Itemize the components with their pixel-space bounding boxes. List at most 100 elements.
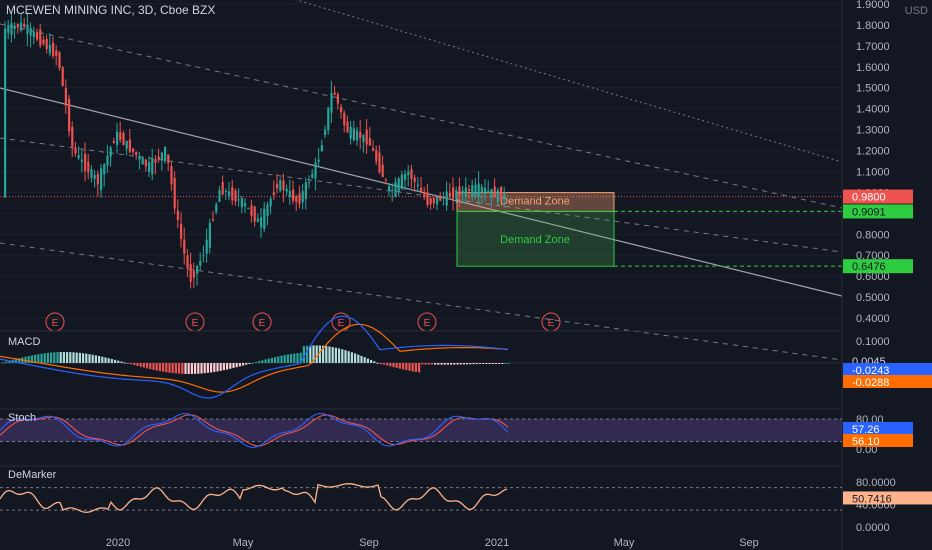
macd-histogram-bar [459,363,462,365]
macd-histogram-bar [5,361,8,363]
macd-histogram-bar [120,361,123,363]
macd-histogram-bar [181,363,184,374]
macd-histogram-bar [296,353,299,363]
candle-body [292,189,295,201]
stoch-value-badge [843,422,913,435]
candle-body [381,164,384,178]
macd-histogram-bar [126,363,129,364]
earnings-marker-label: E [192,318,199,329]
candle-body [464,187,467,197]
macd-histogram-bar [2,362,5,364]
macd-histogram-bar [168,363,171,373]
macd-histogram-bar [155,363,158,371]
price-tick-label: 0.8000 [856,229,890,241]
candle-body [295,196,298,203]
macd-histogram-bar [411,363,414,372]
candle-body [199,260,202,266]
candle-body [426,192,429,206]
candle-body [180,223,183,239]
macd-histogram-bar [286,354,289,363]
channel-upper-inner-line [0,23,843,209]
macd-histogram-bar [238,363,241,367]
time-axis[interactable]: 2020 May Sep 2021 May Sep [106,537,759,549]
candle-body [132,148,135,152]
macd-histogram-bar [53,352,56,363]
macd-histogram-bar [50,352,53,363]
macd-histogram-bar [485,363,488,364]
currency-label[interactable]: USD [905,5,928,17]
demand-zone-large[interactable] [456,210,615,267]
macd-histogram-bar [373,361,376,363]
candle-body [324,129,327,135]
macd-histogram-bar [226,363,229,370]
macd-histogram-bar [501,363,504,364]
macd-histogram-bar [62,352,65,363]
macd-histogram-bar [322,345,325,363]
candle-body [228,191,231,197]
macd-histogram-bar [344,350,347,363]
macd-histogram-bar [88,354,91,363]
candle-body [368,138,371,146]
candle-body [445,191,448,206]
candle-body [288,191,291,197]
macd-histogram-bar [306,345,309,363]
macd-histogram-bar [421,363,424,365]
macd-histogram-bar [174,363,177,374]
macd-histogram-bar [392,363,395,368]
price-tick-label: 1.1000 [856,166,890,178]
macd-histogram-bar [43,353,46,363]
macd-histogram-bar [430,363,433,365]
macd-histogram-bar [264,359,267,363]
macd-histogram-bar [219,363,222,371]
zone-level-badge [843,259,913,274]
macd-histogram-bar [328,346,331,363]
candle-body [330,93,333,113]
candle-body [320,145,323,151]
candle-body [311,173,314,178]
candle-body [474,184,477,197]
candle-body [448,192,451,198]
candle-body [13,25,16,29]
macd-histogram-bar [261,360,264,363]
macd-line [0,315,509,399]
macd-histogram-bar [443,363,446,365]
macd-histogram-bar [24,356,27,363]
candle-body [496,190,499,202]
macd-histogram-bar [184,363,187,374]
candle-body [314,162,317,179]
candle-body [45,38,48,50]
macd-histogram-bar [123,362,126,364]
macd-histogram-bar [8,360,11,363]
time-tick-label: 2020 [106,537,130,549]
price-tick-label: 0.4000 [856,313,890,325]
macd-histogram-bar [251,362,254,364]
candle-body [333,92,336,95]
time-tick-label: Sep [739,537,759,549]
candle-body [215,204,218,213]
candle-body [148,162,151,172]
candle-body [429,198,432,205]
macd-histogram-bar [366,358,369,363]
macd-histogram-bar [34,354,37,363]
macd-histogram-bar [245,363,248,365]
demand-zones[interactable]: Demand Zone Demand Zone [456,192,842,267]
earnings-marker-label: E [52,318,59,329]
candle-body [221,182,224,195]
candle-body [404,173,407,180]
earnings-marker-label: E [338,318,345,329]
zone-level-label: 0.6476 [852,261,886,273]
stoch-pane [0,412,842,449]
candle-body [423,192,426,198]
candle-body [52,42,55,56]
candle-body [477,183,480,198]
candle-body [138,155,141,160]
time-tick-label: May [233,537,254,549]
candle-body [36,31,39,40]
candle-body [240,198,243,208]
price-axis[interactable]: 1.9000 1.8000 1.7000 1.6000 1.5000 1.4000 1.30… [843,0,932,534]
candle-body [48,44,51,54]
macd-histogram-bar [197,363,200,374]
candle-body [100,168,103,191]
candle-body [183,239,186,254]
